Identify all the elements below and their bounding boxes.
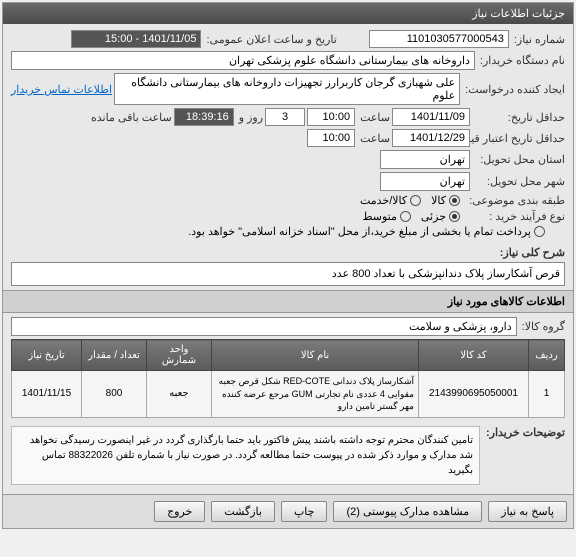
- buyer-label: نام دستگاه خریدار:: [480, 54, 565, 67]
- panel-header: جزئیات اطلاعات نیاز: [3, 3, 573, 24]
- row-process: نوع فرآیند خرید : جزئی متوسط پرداخت تمام…: [11, 210, 565, 238]
- row-deadline: حداقل تاریخ: 1401/11/09 ساعت 10:00 3 روز…: [11, 108, 565, 126]
- row-buyer: نام دستگاه خریدار: داروخانه های بیمارستا…: [11, 51, 565, 70]
- panel-title: جزئیات اطلاعات نیاز: [472, 8, 565, 20]
- process-radio-group: جزئی متوسط: [362, 210, 460, 223]
- row-subject-class: طبقه بندی موضوعی: کالا کالا/خدمت: [11, 194, 565, 207]
- cell-qty: 800: [82, 371, 147, 418]
- validity-date: 1401/12/29: [392, 129, 470, 147]
- cell-date: 1401/11/15: [12, 371, 82, 418]
- deadline-date: 1401/11/09: [392, 108, 470, 126]
- radio-service[interactable]: کالا/خدمت: [360, 194, 421, 207]
- requester-label: ایجاد کننده درخواست:: [465, 83, 565, 96]
- deadline-label: حداقل تاریخ:: [475, 111, 565, 124]
- row-summary: شرح کلی نیاز:: [11, 246, 565, 259]
- summary-title: شرح کلی نیاز:: [500, 246, 565, 259]
- subject-class-label: طبقه بندی موضوعی:: [465, 194, 565, 207]
- radio-partial-label: جزئی: [421, 210, 446, 223]
- print-button[interactable]: چاپ: [281, 501, 328, 522]
- deadline-time: 10:00: [307, 108, 355, 126]
- cell-unit: جعبه: [147, 371, 212, 418]
- radio-circle-icon: [410, 195, 421, 206]
- row-group: گروه کالا: دارو، پزشکی و سلامت: [11, 317, 565, 336]
- announce-value: 1401/11/05 - 15:00: [71, 30, 201, 48]
- remain-days: 3: [265, 108, 305, 126]
- cell-name: آشکارساز پلاک دندانی RED-COTE شکل قرص جع…: [212, 371, 419, 418]
- remain-time: 18:39:16: [174, 108, 234, 126]
- back-button[interactable]: بازگشت: [211, 501, 275, 522]
- notes-text: تامین کنندگان محترم توجه داشته باشند پیش…: [11, 426, 480, 485]
- exit-button[interactable]: خروج: [154, 501, 205, 522]
- goods-table: ردیف کد کالا نام کالا واحد شمارش تعداد /…: [11, 339, 565, 418]
- cell-row-no: 1: [529, 371, 565, 418]
- table-header-row: ردیف کد کالا نام کالا واحد شمارش تعداد /…: [12, 340, 565, 371]
- radio-circle-icon: [449, 195, 460, 206]
- row-notes: توضیحات خریدار: تامین کنندگان محترم توجه…: [11, 426, 565, 485]
- radio-service-label: کالا/خدمت: [360, 194, 407, 207]
- validity-label: حداقل تاریخ اعتبار قیمت تا تاریخ:: [475, 132, 565, 145]
- radio-medium[interactable]: متوسط: [362, 210, 411, 223]
- process-note: پرداخت تمام یا بخشی از مبلغ خرید،از محل …: [188, 225, 531, 238]
- th-code: کد کالا: [419, 340, 529, 371]
- panel-body: شماره نیاز: 1101030577000543 تاریخ و ساع…: [3, 24, 573, 494]
- row-city: شهر محل تحویل: تهران: [11, 172, 565, 191]
- subject-radio-group: کالا کالا/خدمت: [360, 194, 460, 207]
- province-value: تهران: [380, 150, 470, 169]
- announce-label: تاریخ و ساعت اعلان عمومی:: [206, 33, 336, 46]
- group-label: گروه کالا:: [522, 320, 565, 333]
- radio-goods-label: کالا: [431, 194, 446, 207]
- th-date: تاریخ نیاز: [12, 340, 82, 371]
- process-label: نوع فرآیند خرید :: [465, 210, 565, 223]
- radio-circle-icon: [400, 211, 411, 222]
- th-unit: واحد شمارش: [147, 340, 212, 371]
- summary-text: قرص آشکارساز پلاک دندانپزشکی با تعداد 80…: [11, 262, 565, 286]
- group-value: دارو، پزشکی و سلامت: [11, 317, 517, 336]
- radio-medium-label: متوسط: [362, 210, 397, 223]
- process-note-check: پرداخت تمام یا بخشی از مبلغ خرید،از محل …: [188, 225, 545, 238]
- city-value: تهران: [380, 172, 470, 191]
- th-row-no: ردیف: [529, 340, 565, 371]
- buyer-value: داروخانه های بیمارستانی دانشگاه علوم پزش…: [11, 51, 475, 70]
- radio-circle-icon: [449, 211, 460, 222]
- main-panel: جزئیات اطلاعات نیاز شماره نیاز: 11010305…: [2, 2, 574, 529]
- footer-bar: پاسخ به نیاز مشاهده مدارک پیوستی (2) چاپ…: [3, 494, 573, 528]
- remain-days-label: روز و: [239, 111, 263, 124]
- table-row: 1 2143990695050001 آشکارساز پلاک دندانی …: [12, 371, 565, 418]
- reply-button[interactable]: پاسخ به نیاز: [488, 501, 567, 522]
- radio-partial[interactable]: جزئی: [421, 210, 460, 223]
- deadline-time-label: ساعت: [360, 111, 390, 124]
- need-no-value: 1101030577000543: [369, 30, 509, 48]
- attachments-button[interactable]: مشاهده مدارک پیوستی (2): [333, 501, 482, 522]
- row-province: استان محل تحویل: تهران: [11, 150, 565, 169]
- radio-circle-icon: [534, 226, 545, 237]
- goods-info-title: اطلاعات کالاهای مورد نیاز: [3, 290, 573, 313]
- row-validity: حداقل تاریخ اعتبار قیمت تا تاریخ: 1401/1…: [11, 129, 565, 147]
- contact-link[interactable]: اطلاعات تماس خریدار: [11, 83, 112, 96]
- requester-value: علی شهبازی گرجان کاربرارز تجهیزات داروخا…: [114, 73, 460, 105]
- city-label: شهر محل تحویل:: [475, 175, 565, 188]
- row-requester: ایجاد کننده درخواست: علی شهبازی گرجان کا…: [11, 73, 565, 105]
- validity-time: 10:00: [307, 129, 355, 147]
- th-qty: تعداد / مقدار: [82, 340, 147, 371]
- notes-label: توضیحات خریدار:: [485, 426, 565, 439]
- remain-suffix: ساعت باقی مانده: [91, 111, 172, 124]
- validity-time-label: ساعت: [360, 132, 390, 145]
- th-name: نام کالا: [212, 340, 419, 371]
- row-need-no: شماره نیاز: 1101030577000543 تاریخ و ساع…: [11, 30, 565, 48]
- province-label: استان محل تحویل:: [475, 153, 565, 166]
- need-no-label: شماره نیاز:: [514, 33, 565, 46]
- radio-goods[interactable]: کالا: [431, 194, 460, 207]
- cell-code: 2143990695050001: [419, 371, 529, 418]
